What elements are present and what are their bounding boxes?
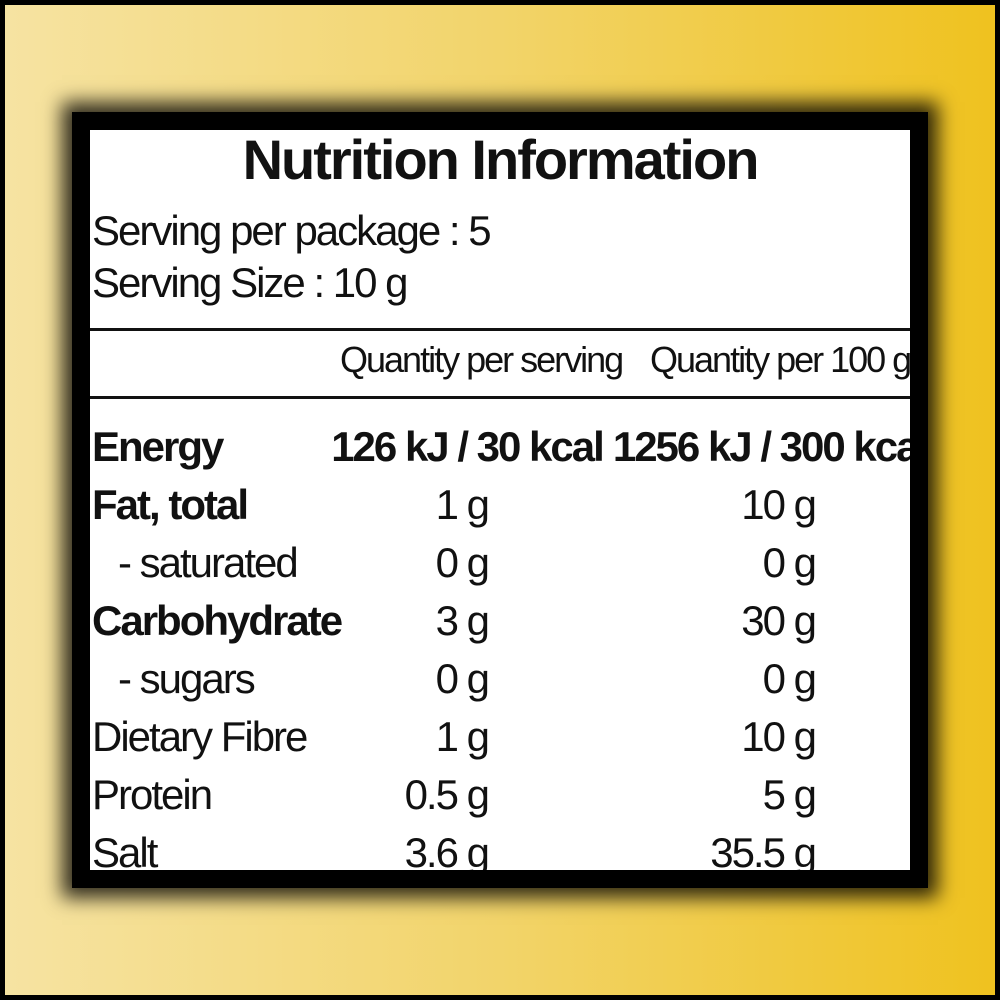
cell-per-serving: 0.5 g [404,771,490,818]
cell-per-serving: 126 kJ / 30 kcal [331,423,605,470]
column-header: Quantity per 100 g [650,339,910,380]
cell-per-100g: 35.5 g [710,829,817,871]
row-label: - saturated [118,539,299,586]
row-label: - sugars [118,655,256,702]
cell-per-100g: 10 g [741,481,817,528]
cell-per-100g: 0 g [762,655,817,702]
cell-per-100g: 10 g [741,713,817,760]
cell-per-100g: 1256 kJ / 300 kcal [612,423,910,470]
cell-per-100g: 30 g [741,597,817,644]
cell-per-100g: 0 g [762,539,817,586]
cell-per-serving: 0 g [435,539,490,586]
cell-per-serving: 0 g [435,655,490,702]
nutrition-label: Nutrition Information Serving per packag… [90,130,910,870]
row-label: Salt [92,829,158,871]
serving-line: Serving per package : 5 [92,207,492,254]
cell-per-serving: 3 g [435,597,490,644]
cell-per-serving: 3.6 g [404,829,490,871]
cell-per-100g: 5 g [762,771,817,818]
row-label: Carbohydrate [92,597,343,644]
row-label: Protein [92,771,213,818]
cell-per-serving: 1 g [435,481,490,528]
row-label: Fat, total [92,481,249,528]
column-header: Quantity per serving [340,339,624,380]
title: Nutrition Information [242,130,760,191]
serving-line: Serving Size : 10 g [92,259,409,306]
cell-per-serving: 1 g [435,713,490,760]
divider [90,396,910,399]
row-label: Dietary Fibre [92,713,308,760]
divider [90,328,910,331]
row-label: Energy [92,423,224,470]
